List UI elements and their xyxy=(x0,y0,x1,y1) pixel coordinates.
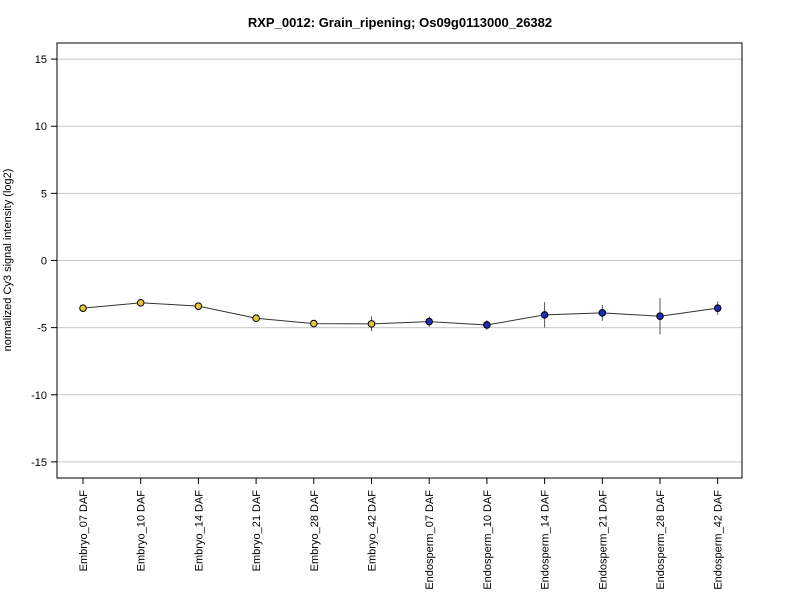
y-tick-label: 0 xyxy=(41,256,47,268)
data-point xyxy=(310,319,318,328)
series-line xyxy=(82,302,718,326)
x-tick-label: Endosperm_21 DAF xyxy=(597,490,609,590)
data-point xyxy=(79,304,87,312)
data-point xyxy=(425,317,434,326)
x-tick-label: Endosperm_42 DAF xyxy=(713,490,725,590)
x-tick-label: Embryo_10 DAF xyxy=(136,490,148,572)
data-point xyxy=(483,321,491,329)
y-tick-label: 15 xyxy=(35,54,47,66)
x-tick-label: Embryo_21 DAF xyxy=(251,490,263,572)
x-tick-label: Embryo_28 DAF xyxy=(309,490,321,572)
x-tick-label: Embryo_14 DAF xyxy=(193,490,205,572)
data-point xyxy=(367,320,376,328)
data-point xyxy=(656,312,664,321)
y-tick-label: 5 xyxy=(41,188,47,200)
series xyxy=(79,298,722,335)
y-tick-label: -5 xyxy=(37,323,47,335)
y-axis: -15 -10 -5 0 5 10 15 xyxy=(31,54,57,469)
x-tick-label: Endosperm_10 DAF xyxy=(482,490,494,590)
y-axis-label: normalized Cy3 signal intensity (log2) xyxy=(2,169,14,352)
x-axis: Embryo_07 DAF Embryo_10 DAF Embryo_14 DAF E… xyxy=(78,478,725,590)
y-tick-label: 10 xyxy=(35,121,47,133)
data-point xyxy=(136,298,145,307)
x-tick-label: Embryo_07 DAF xyxy=(78,490,90,572)
x-tick-label: Endosperm_28 DAF xyxy=(655,490,667,590)
x-tick-label: Endosperm_14 DAF xyxy=(540,490,552,590)
data-point xyxy=(252,314,260,323)
data-point xyxy=(713,304,722,312)
y-tick-label: -10 xyxy=(31,390,47,402)
x-tick-label: Endosperm_07 DAF xyxy=(424,490,436,590)
y-tick-label: -15 xyxy=(31,457,47,469)
data-point xyxy=(540,311,549,319)
x-tick-label: Embryo_42 DAF xyxy=(367,490,379,572)
chart-title: RXP_0012: Grain_ripening; Os09g0113000_2… xyxy=(248,15,552,30)
data-point xyxy=(194,302,203,310)
grid-lines xyxy=(57,58,742,463)
data-point xyxy=(598,309,607,317)
